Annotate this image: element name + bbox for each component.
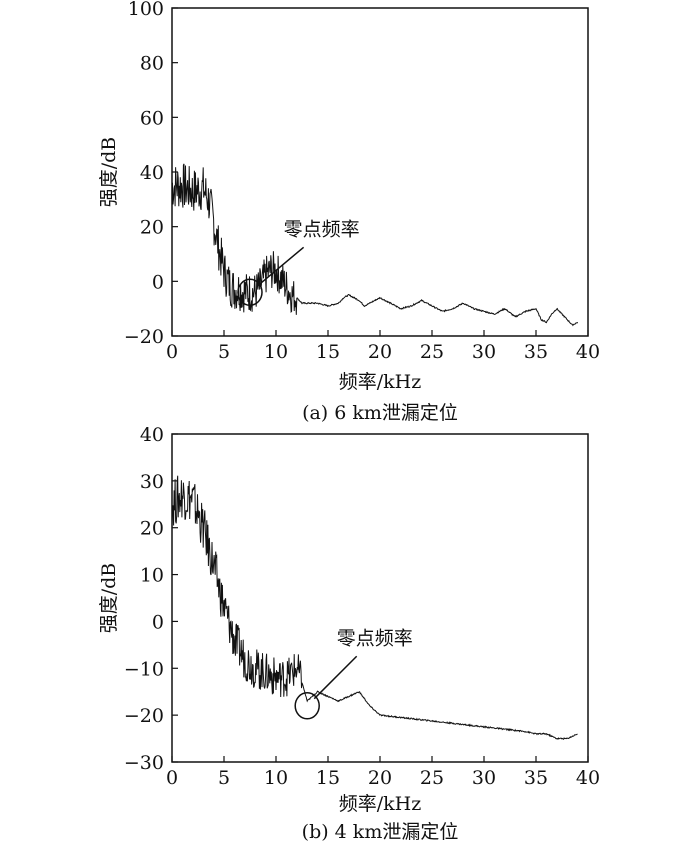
annotation: 零点频率 — [294, 627, 413, 720]
y-axis-label: 强度/dB — [98, 137, 120, 208]
annotation-circle — [294, 692, 320, 720]
x-tick-label: 25 — [420, 341, 444, 363]
annotation-leader — [313, 655, 358, 700]
y-ticks: −20 0 20 40 60 80 100 — [124, 0, 178, 348]
y-tick-label: 100 — [128, 0, 164, 20]
x-tick-label: 5 — [218, 767, 230, 789]
x-tick-label: 5 — [218, 341, 230, 363]
x-tick-label: 40 — [576, 767, 600, 789]
x-tick-label: 10 — [264, 767, 288, 789]
y-tick-label: 60 — [140, 107, 164, 129]
annotation-label: 零点频率 — [284, 218, 360, 240]
y-tick-label: 0 — [152, 271, 164, 293]
x-tick-label: 30 — [472, 767, 496, 789]
y-ticks: −30 −20 −10 0 10 20 30 40 — [124, 424, 178, 774]
annotation-leader — [257, 246, 305, 287]
x-axis-label: 频率/kHz — [339, 371, 422, 393]
y-tick-label: −20 — [124, 705, 164, 727]
x-tick-label: 35 — [524, 341, 548, 363]
annotation: 零点频率 — [237, 218, 360, 307]
x-tick-label: 40 — [576, 341, 600, 363]
x-ticks: 0 5 10 15 20 25 30 35 40 — [166, 330, 600, 363]
plot-frame — [171, 7, 589, 337]
y-tick-label: 80 — [140, 53, 164, 75]
y-tick-label: 0 — [152, 611, 164, 633]
chart-panel-b: −30 −20 −10 0 10 20 30 40 0 5 10 15 20 25 30 35 40 零点频率… — [98, 424, 600, 843]
annotation-circle — [237, 278, 263, 307]
y-tick-label: 30 — [140, 471, 164, 493]
y-tick-label: −30 — [124, 752, 164, 774]
y-axis-label: 强度/dB — [98, 563, 120, 634]
x-tick-label: 25 — [420, 767, 444, 789]
caption: (a) 6 km泄漏定位 — [302, 402, 458, 424]
x-tick-label: 20 — [368, 341, 392, 363]
caption: (b) 4 km泄漏定位 — [302, 821, 459, 843]
y-tick-label: 20 — [140, 217, 164, 239]
x-tick-label: 15 — [316, 341, 340, 363]
x-tick-label: 10 — [264, 341, 288, 363]
plot-frame — [171, 433, 589, 763]
x-axis-label: 频率/kHz — [339, 793, 422, 815]
x-tick-label: 0 — [166, 341, 178, 363]
y-tick-label: −10 — [124, 658, 164, 680]
x-tick-label: 20 — [368, 767, 392, 789]
y-tick-label: −20 — [124, 326, 164, 348]
series-line — [171, 475, 578, 740]
x-tick-label: 0 — [166, 767, 178, 789]
x-tick-label: 35 — [524, 767, 548, 789]
annotation-label: 零点频率 — [337, 627, 413, 649]
x-tick-label: 30 — [472, 341, 496, 363]
y-tick-label: 10 — [140, 565, 164, 587]
x-tick-label: 15 — [316, 767, 340, 789]
y-tick-label: 40 — [140, 424, 164, 446]
series-line — [171, 163, 579, 327]
y-tick-label: 40 — [140, 162, 164, 184]
x-ticks: 0 5 10 15 20 25 30 35 40 — [166, 756, 600, 789]
y-tick-label: 20 — [140, 518, 164, 540]
